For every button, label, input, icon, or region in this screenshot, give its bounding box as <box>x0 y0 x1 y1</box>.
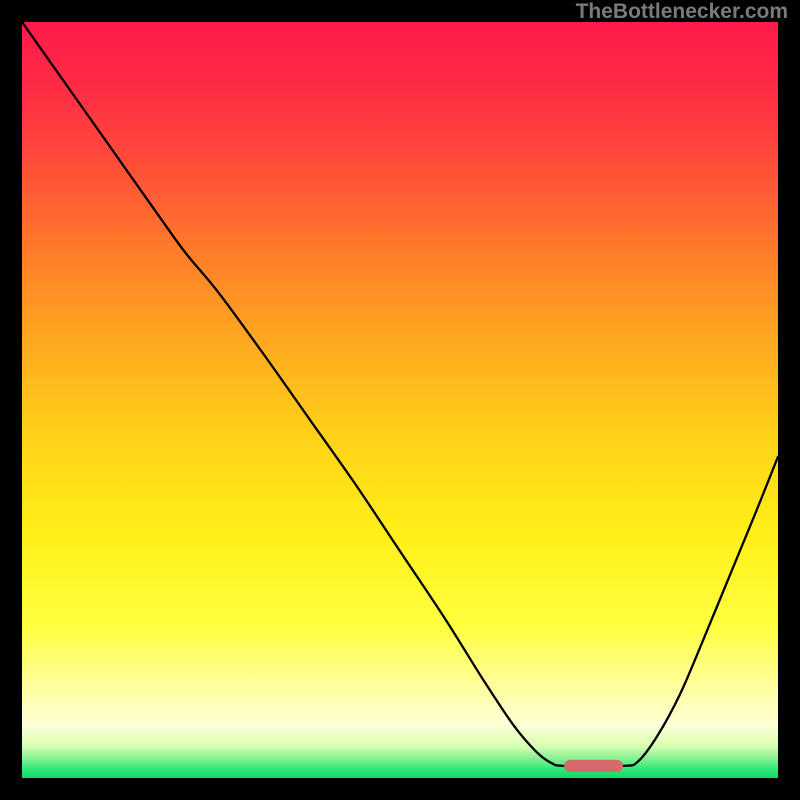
chart-svg <box>0 0 800 800</box>
plot-background <box>22 22 778 778</box>
optimal-zone-marker <box>564 760 623 772</box>
watermark-text: TheBottlenecker.com <box>576 0 788 24</box>
chart-container: TheBottlenecker.com <box>0 0 800 800</box>
